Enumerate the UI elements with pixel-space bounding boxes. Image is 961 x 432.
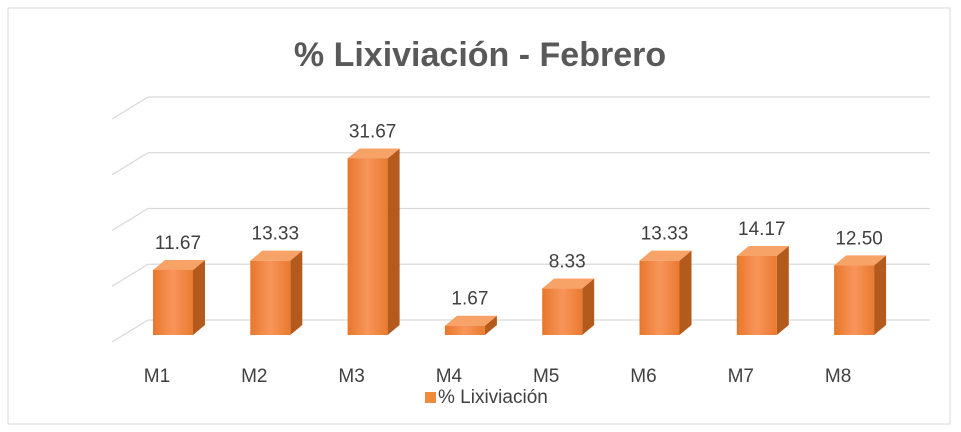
bar-side <box>387 148 400 335</box>
grid-line <box>111 319 149 343</box>
bar-side <box>484 315 497 335</box>
x-tick-label: M3 <box>338 366 364 387</box>
data-label: 12.50 <box>835 228 883 249</box>
bar-top <box>250 250 303 261</box>
x-tick-label: M6 <box>630 366 656 387</box>
data-label: 13.33 <box>252 224 300 245</box>
data-label: 11.67 <box>155 233 201 254</box>
bar-side <box>679 250 692 335</box>
bar-top <box>736 246 789 257</box>
data-label: 1.67 <box>451 289 488 310</box>
data-label: 13.33 <box>641 224 689 245</box>
x-tick-label: M4 <box>436 366 463 387</box>
bar <box>542 288 583 335</box>
bar-side <box>776 246 789 335</box>
x-tick-label: M5 <box>533 366 559 387</box>
chart-border <box>7 7 951 425</box>
bar-side <box>193 259 205 335</box>
legend-label: % Lixiviación <box>438 387 548 408</box>
data-label: 31.67 <box>349 121 397 142</box>
bar <box>736 256 777 335</box>
x-tick-label: M7 <box>728 366 754 387</box>
data-label: 8.33 <box>549 252 586 273</box>
x-tick-label: M2 <box>241 366 267 387</box>
bar <box>250 260 291 335</box>
bar <box>444 325 485 335</box>
grid-line <box>111 96 149 120</box>
grid-line <box>111 207 149 232</box>
bar-top <box>834 255 887 266</box>
bar <box>834 265 875 335</box>
bar <box>347 158 388 335</box>
legend-swatch <box>425 392 436 403</box>
data-label: 14.17 <box>738 219 786 240</box>
bar-top <box>347 148 400 159</box>
chart-title: % Lixiviación - Febrero <box>294 36 666 74</box>
bar <box>153 269 193 335</box>
x-tick-label: M8 <box>825 366 851 387</box>
bar-side <box>874 255 887 335</box>
grid-line <box>111 263 149 287</box>
bar-top <box>639 250 692 261</box>
grid-line <box>111 152 149 176</box>
bar-side <box>582 278 595 335</box>
x-tick-label: M1 <box>144 366 170 387</box>
bar-top <box>444 315 497 326</box>
bar-side <box>290 250 303 335</box>
bar-top <box>153 259 205 270</box>
bar <box>639 260 680 335</box>
bar-top <box>542 278 595 289</box>
